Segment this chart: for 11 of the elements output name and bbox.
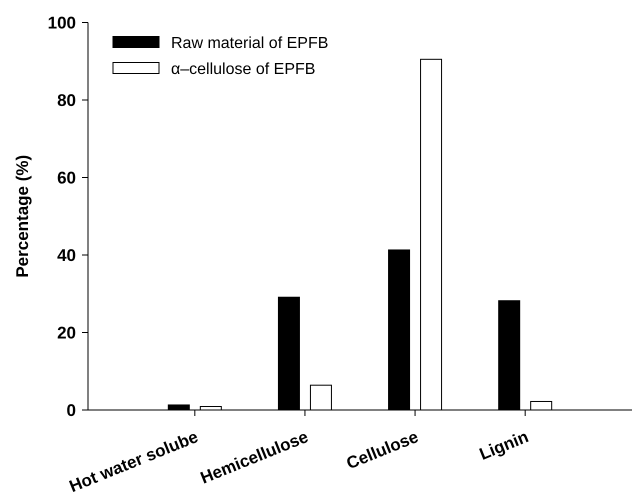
y-tick-label: 40 xyxy=(57,246,76,265)
x-tick-label: Lignin xyxy=(476,427,532,464)
y-tick-label: 100 xyxy=(48,13,76,32)
y-axis-title: Percentage (%) xyxy=(12,154,32,278)
y-tick-label: 60 xyxy=(57,168,76,188)
y-tick-label: 20 xyxy=(57,323,76,342)
legend-label: Raw material of EPFB xyxy=(171,35,328,52)
x-tick-label: Hot water solube xyxy=(66,427,201,496)
y-tick-label: 0 xyxy=(66,400,76,420)
y-tick-label: 80 xyxy=(57,90,76,110)
legend-label: α–cellulose of EPFB xyxy=(171,61,316,78)
